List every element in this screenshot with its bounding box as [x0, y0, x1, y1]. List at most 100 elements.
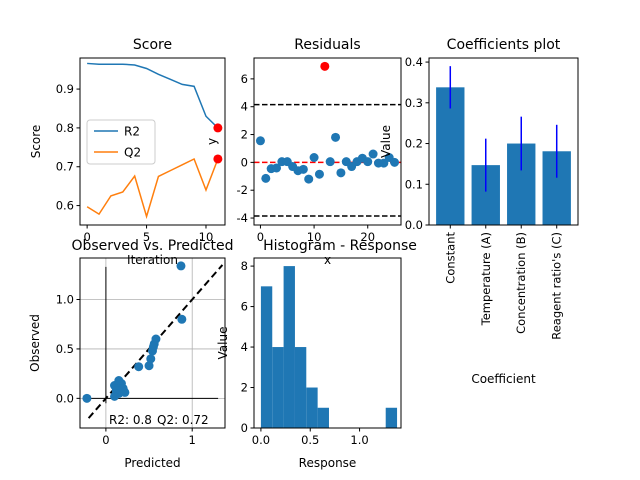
x-tick-label: 10	[307, 230, 322, 244]
coefficients-ylabel: Value	[379, 125, 393, 158]
y-tick-label: -2	[237, 183, 248, 197]
score-title: Score	[133, 37, 172, 53]
score-ylabel: Score	[29, 125, 43, 159]
histogram-bar	[385, 407, 398, 428]
highlight-point	[213, 123, 223, 133]
score-yticks: 0.6 0.7 0.8 0.9	[56, 82, 80, 213]
ovp-yticks: 0.0 0.5 1.0	[56, 293, 80, 405]
x-tick-label: 0	[102, 433, 109, 447]
histogram-xticks: 0.0 0.5 1.0	[252, 428, 369, 447]
residual-point	[331, 132, 341, 142]
residuals-xlabel: x	[324, 253, 331, 267]
score-marks	[86, 62, 223, 220]
score-legend: R2 Q2	[86, 119, 156, 165]
residual-point	[379, 158, 389, 168]
residual-point	[314, 169, 324, 179]
y-tick-label: 6	[241, 300, 248, 314]
ovp-axes-frame	[79, 257, 226, 429]
observation-point	[146, 354, 156, 364]
residuals-panel: Residuals 0 10 20 -4 -2 0 2 4 6 y x	[205, 37, 402, 267]
residual-point	[304, 174, 314, 184]
coefficients-axes-frame	[428, 57, 579, 226]
residual-point	[368, 149, 378, 159]
y-tick-label: 0.2	[405, 137, 423, 151]
residuals-marks	[254, 61, 401, 217]
y-tick-label: 0.8	[56, 121, 74, 135]
x-tick-label: 0	[257, 230, 264, 244]
coefficient-bar	[436, 87, 465, 225]
y-tick-label: 0.6	[56, 199, 74, 213]
series-line-r2	[87, 62, 219, 129]
histogram-panel: Histogram - Response 0.0 0.5 1.0 0 2 4 6 8 Val…	[216, 238, 417, 470]
histogram-xlabel: Response	[299, 456, 357, 470]
category-label: Temperature (A)	[479, 232, 493, 326]
ovp-marks	[80, 258, 225, 428]
category-label: Concentration (B)	[514, 232, 528, 334]
observation-point	[176, 261, 186, 271]
category-label: Constant	[443, 232, 457, 284]
x-tick-label: 0	[83, 230, 90, 244]
observation-point	[134, 362, 144, 372]
residuals-yticks: -4 -2 0 2 4 6	[237, 72, 254, 225]
observation-point	[151, 334, 161, 344]
histogram-marks	[260, 266, 398, 428]
histogram-yticks: 0 2 4 6 8	[241, 259, 254, 435]
x-tick-label: 1.0	[350, 433, 368, 447]
x-tick-label: 1	[189, 433, 196, 447]
residuals-xticks: 0 10 20	[257, 225, 375, 244]
y-tick-label: 6	[241, 72, 248, 86]
histogram-bar	[283, 266, 295, 428]
histogram-bar	[294, 347, 307, 428]
residual-point	[298, 164, 308, 174]
residuals-axes-frame	[253, 57, 402, 226]
y-tick-label: 1.0	[56, 293, 74, 307]
y-tick-label: 2	[241, 381, 248, 395]
observation-point	[144, 361, 154, 371]
score-panel: Score 0 5 10 0.60.70.80.9 Score Iteration …	[29, 37, 226, 267]
histogram-ylabel: Value	[216, 327, 230, 360]
y-tick-label: -4	[237, 211, 248, 225]
x-tick-label: 0.5	[301, 433, 319, 447]
histogram-title: Histogram - Response	[263, 238, 417, 254]
histogram-axes-frame	[253, 257, 402, 429]
legend-q2-label: Q2	[124, 146, 141, 160]
coefficients-title: Coefficients plot	[447, 37, 561, 53]
x-tick-label: 20	[360, 230, 375, 244]
y-tick-label: 0.3	[405, 96, 423, 110]
x-tick-label: 5	[143, 230, 150, 244]
residual-point	[325, 157, 335, 167]
legend-box	[86, 119, 156, 165]
residual-point	[261, 173, 271, 183]
coefficients-xticks: Constant Temperature (A) Concentration (B)…	[443, 225, 564, 340]
residual-point	[363, 157, 373, 167]
ovp-xlabel: Predicted	[124, 456, 180, 470]
score-axes-frame	[79, 57, 226, 226]
series-line-q2	[86, 157, 219, 220]
y-tick-label: 0.0	[405, 218, 423, 232]
y-tick-label: 0.4	[405, 55, 423, 69]
residual-point	[309, 153, 319, 163]
y-tick-label: 4	[241, 340, 248, 354]
observation-point	[120, 387, 130, 397]
y-tick-label: 0.1	[405, 177, 423, 191]
residual-point	[272, 163, 282, 173]
category-label: Reagent ratio's (C)	[550, 232, 564, 340]
y-tick-label: 8	[241, 259, 248, 273]
histogram-bar	[272, 347, 284, 428]
observation-point	[114, 376, 124, 386]
x-tick-label: 0.0	[252, 433, 270, 447]
ovp-title: Observed vs. Predicted	[71, 238, 233, 254]
ovp-ylabel: Observed	[28, 314, 42, 372]
y-tick-label: 0.7	[56, 160, 74, 174]
coefficients-yticks: 0.0 0.1 0.2 0.3 0.4	[405, 55, 429, 232]
residual-point	[390, 157, 400, 167]
histogram-bar	[317, 407, 329, 428]
residuals-title: Residuals	[294, 37, 360, 53]
y-tick-label: 0.5	[56, 342, 74, 356]
outlier-point	[320, 61, 330, 71]
observation-point	[82, 393, 92, 403]
score-xlabel: Iteration	[127, 253, 178, 267]
